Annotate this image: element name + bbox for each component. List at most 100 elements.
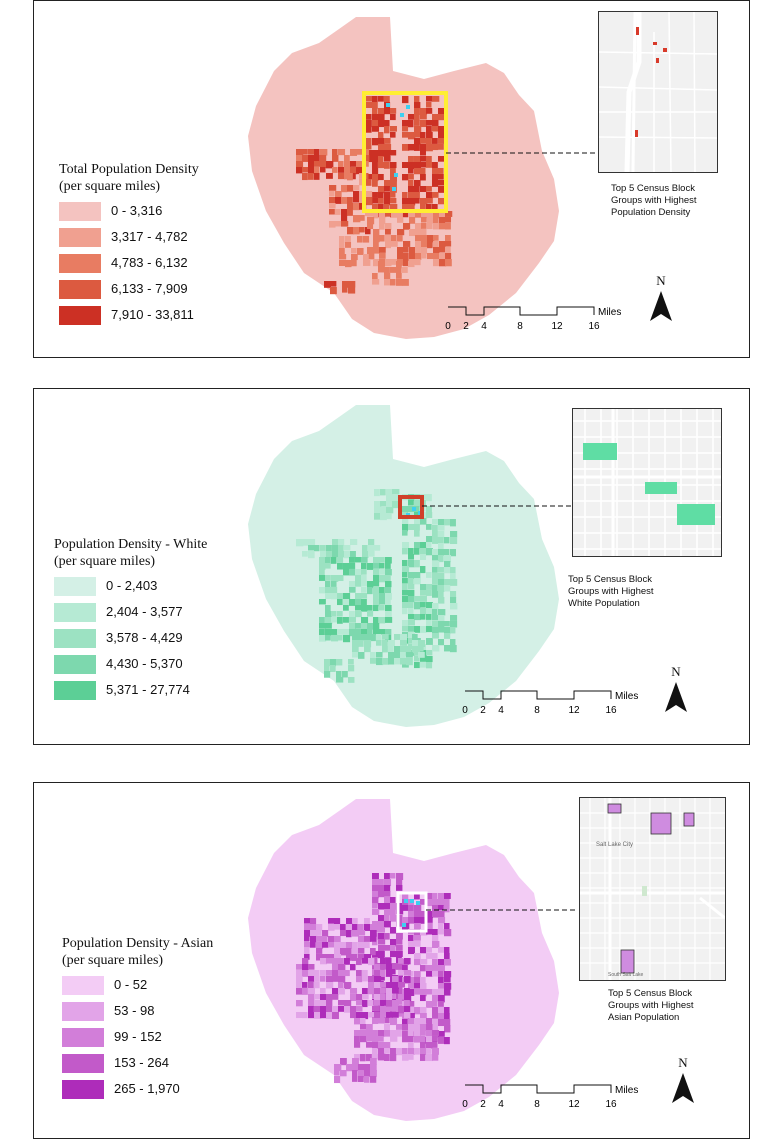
census-block — [420, 989, 427, 997]
census-block — [338, 551, 346, 558]
census-block — [372, 957, 378, 964]
inset-map — [598, 11, 718, 173]
inset-caption: Top 5 Census Block Groups with Highest W… — [568, 574, 654, 610]
census-block — [384, 921, 391, 928]
scale-bar: 0 2 4 8 12 16 Miles — [461, 1081, 661, 1111]
census-block — [420, 965, 426, 972]
census-block — [385, 575, 391, 582]
census-block — [408, 1048, 415, 1055]
census-block — [338, 161, 344, 169]
census-block — [353, 203, 360, 211]
census-block — [433, 235, 439, 241]
census-block — [444, 549, 450, 557]
census-block — [319, 623, 327, 629]
census-block — [334, 942, 342, 949]
scale-tick-label: 12 — [551, 321, 563, 332]
census-block — [427, 235, 435, 243]
census-block — [363, 254, 369, 261]
census-block — [414, 662, 420, 669]
census-block — [373, 259, 380, 267]
census-block — [358, 936, 365, 943]
census-block — [352, 954, 358, 961]
census-block — [373, 557, 381, 564]
inset-caption-line: Top 5 Census Block — [611, 183, 695, 194]
census-block — [438, 1007, 445, 1014]
census-block — [420, 1018, 428, 1025]
census-block — [378, 951, 385, 959]
census-block — [379, 253, 386, 259]
census-block — [390, 267, 397, 273]
census-block — [332, 970, 339, 977]
census-block — [402, 548, 408, 555]
census-block — [314, 155, 320, 162]
census-block — [432, 989, 439, 996]
census-block — [374, 545, 381, 551]
census-block — [396, 975, 404, 983]
census-block — [308, 173, 314, 180]
census-block — [438, 591, 444, 599]
census-block — [444, 1037, 450, 1045]
census-block — [331, 557, 337, 564]
census-block — [438, 531, 445, 539]
census-block — [402, 1054, 409, 1061]
census-block — [432, 953, 438, 959]
census-block — [360, 1030, 367, 1038]
census-block — [408, 174, 414, 180]
census-block — [348, 677, 355, 683]
census-block — [450, 645, 457, 653]
census-block — [426, 638, 433, 645]
census-block — [408, 186, 415, 194]
census-block — [330, 281, 337, 287]
census-block — [402, 590, 409, 596]
census-block — [386, 507, 394, 514]
census-block — [370, 1070, 377, 1077]
census-block — [379, 223, 385, 230]
census-block — [320, 970, 326, 976]
census-block — [380, 1012, 386, 1018]
census-block — [304, 924, 311, 931]
census-block — [330, 287, 337, 295]
census-block — [339, 248, 345, 256]
census-block — [374, 970, 382, 978]
census-block — [444, 977, 451, 983]
census-block — [438, 549, 445, 556]
census-block — [362, 994, 369, 1000]
legend-item: 53 - 98 — [62, 999, 213, 1025]
census-block — [402, 572, 408, 578]
census-block — [444, 1007, 450, 1014]
census-block — [384, 120, 390, 127]
census-block — [408, 572, 416, 580]
census-block — [450, 537, 458, 545]
census-block — [402, 518, 409, 526]
census-block — [397, 253, 404, 261]
census-block — [296, 988, 304, 995]
inset-place-label: Salt Lake City — [596, 842, 633, 848]
census-block — [420, 114, 427, 120]
census-block — [314, 545, 320, 552]
census-block — [402, 192, 408, 200]
census-block — [316, 942, 324, 949]
census-block — [352, 1076, 358, 1082]
census-block — [444, 989, 451, 996]
census-block — [341, 209, 349, 216]
census-block — [408, 1036, 414, 1043]
top5-marker — [394, 173, 398, 177]
census-block — [320, 958, 328, 965]
census-block — [373, 575, 380, 582]
census-block — [420, 899, 426, 905]
census-block — [347, 209, 353, 216]
census-block — [367, 253, 375, 260]
census-block — [343, 569, 350, 576]
census-block — [444, 561, 451, 568]
census-block — [334, 1064, 342, 1072]
census-block — [426, 1001, 433, 1008]
census-block — [331, 593, 337, 600]
census-block — [296, 976, 303, 984]
census-block — [368, 988, 374, 995]
census-block — [396, 273, 402, 279]
census-block — [374, 964, 382, 971]
census-block — [331, 635, 339, 642]
census-block — [360, 1018, 366, 1025]
census-block — [364, 924, 371, 931]
census-block — [344, 958, 350, 965]
